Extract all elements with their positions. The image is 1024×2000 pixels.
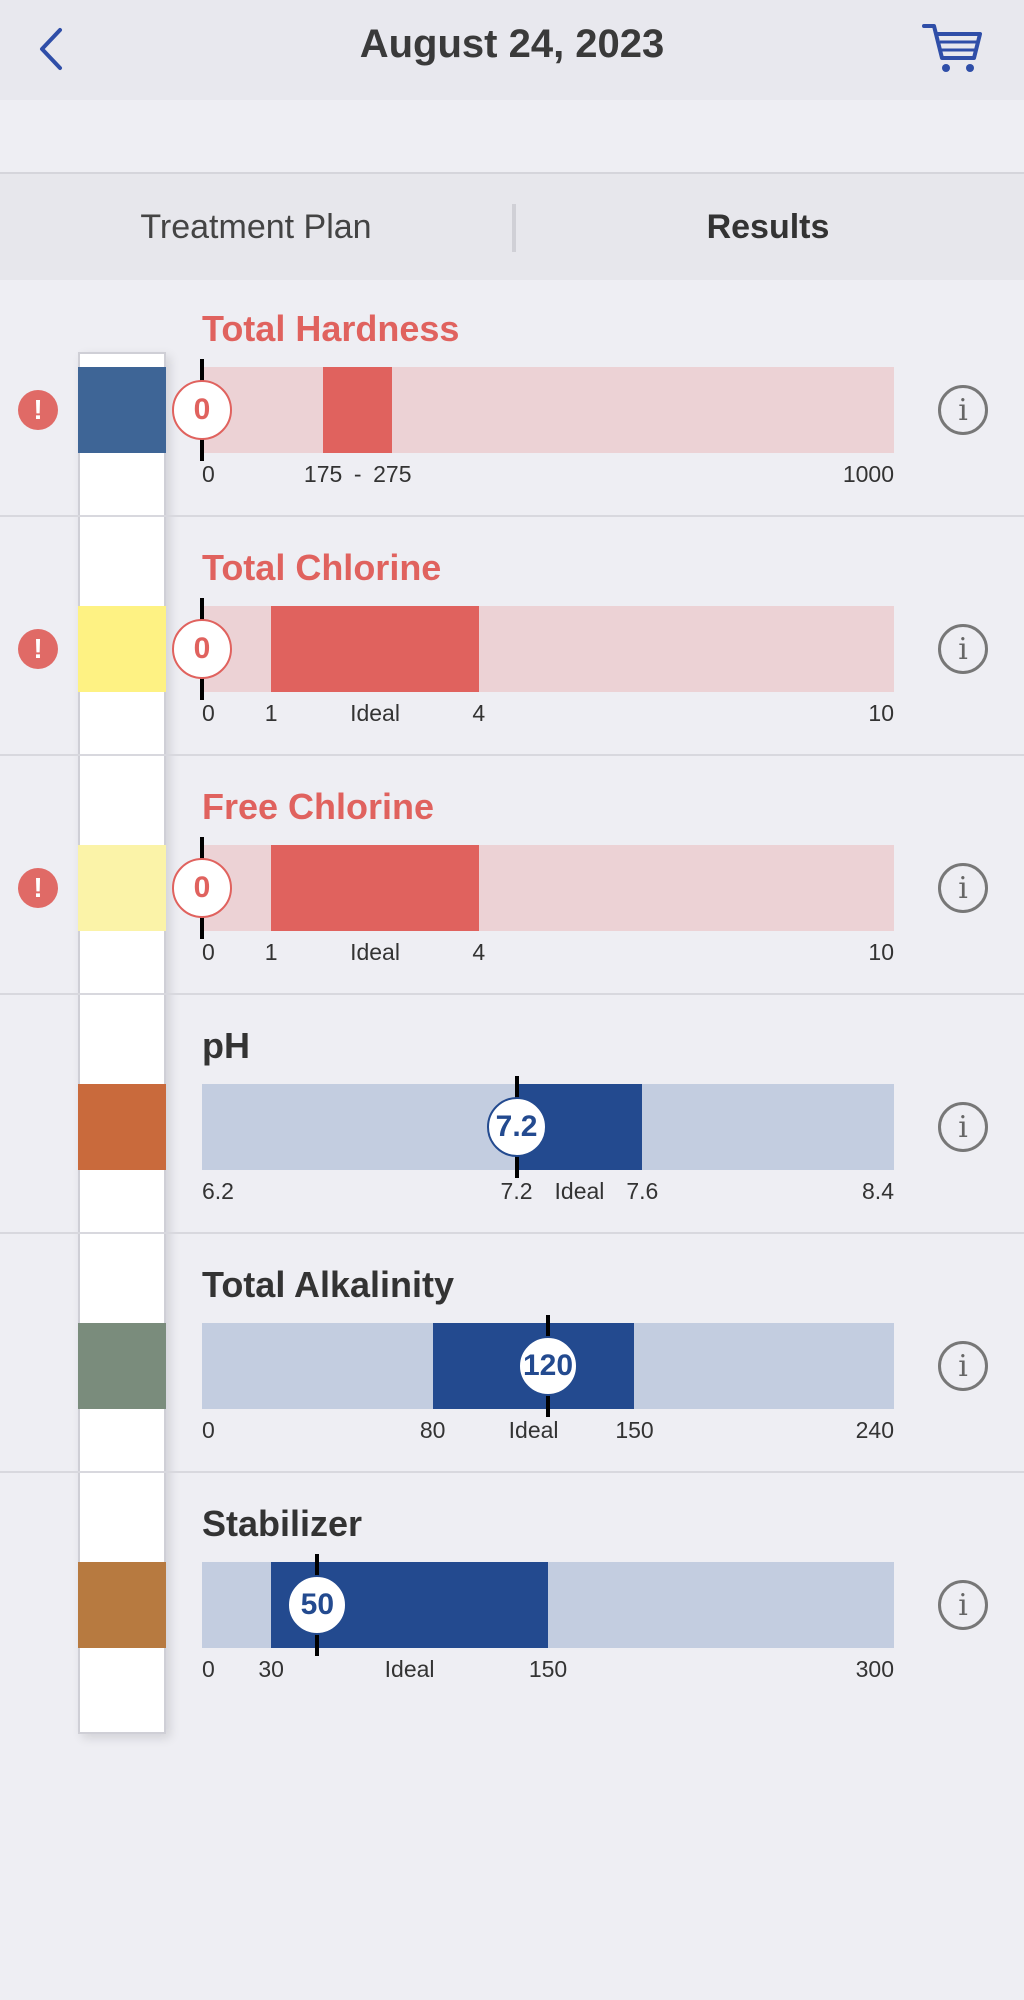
axis-label-min: 0 bbox=[202, 700, 215, 726]
test-strip-pad bbox=[78, 606, 166, 692]
exclamation-icon: ! bbox=[18, 868, 58, 908]
result-title: Free Chlorine bbox=[202, 786, 435, 827]
page-title: August 24, 2023 bbox=[359, 22, 665, 66]
test-strip-pad bbox=[78, 845, 166, 931]
axis-label-high: 7.6 bbox=[626, 1178, 659, 1204]
axis-label-low: 30 bbox=[258, 1656, 284, 1682]
result-range-bar bbox=[202, 845, 894, 931]
section-divider bbox=[0, 993, 1024, 995]
axis-label-low: 7.2 bbox=[500, 1178, 533, 1204]
tab-bar: Treatment Plan Results bbox=[0, 172, 1024, 280]
ideal-range bbox=[271, 845, 479, 931]
info-icon[interactable]: i bbox=[938, 385, 988, 435]
chevron-left-icon bbox=[40, 28, 62, 70]
tab-treatment-plan[interactable]: Treatment Plan bbox=[140, 207, 372, 246]
axis-label-high: 275 bbox=[373, 461, 412, 487]
axis-label-high: 150 bbox=[528, 1656, 568, 1682]
result-title: Total Chlorine bbox=[202, 547, 442, 588]
info-icon[interactable]: i bbox=[938, 863, 988, 913]
result-range-bar bbox=[202, 606, 894, 692]
cart-icon bbox=[922, 24, 982, 72]
value-marker: 120 bbox=[518, 1336, 578, 1396]
header-bar: August 24, 2023 bbox=[0, 0, 1024, 100]
axis-label-ideal: Ideal bbox=[508, 1417, 559, 1443]
axis-label-ideal: Ideal bbox=[350, 700, 400, 726]
result-title: pH bbox=[202, 1025, 250, 1066]
axis-label-min: 0 bbox=[202, 1417, 215, 1443]
value-marker: 50 bbox=[287, 1575, 348, 1635]
test-strip-pad bbox=[78, 1084, 166, 1170]
test-strip-pad bbox=[78, 1562, 166, 1648]
result-range-bar bbox=[202, 1084, 894, 1170]
axis-label-high: 4 bbox=[472, 939, 486, 965]
axis-label-low: 1 bbox=[264, 939, 278, 965]
axis-label-high: 150 bbox=[615, 1417, 654, 1443]
axis-label-ideal: Ideal bbox=[554, 1178, 605, 1204]
info-icon[interactable]: i bbox=[938, 1580, 988, 1630]
section-divider bbox=[0, 1232, 1024, 1234]
axis-label-max: 1000 bbox=[842, 461, 894, 487]
value-marker: 0 bbox=[172, 619, 232, 679]
result-range-bar bbox=[202, 367, 894, 453]
axis-label-min: 6.2 bbox=[202, 1178, 234, 1204]
axis-label-ideal: Ideal bbox=[384, 1656, 435, 1682]
axis-label-max: 10 bbox=[868, 939, 894, 965]
back-button[interactable] bbox=[30, 24, 80, 74]
info-icon[interactable]: i bbox=[938, 624, 988, 674]
value-marker: 7.2 bbox=[486, 1097, 547, 1157]
info-icon[interactable]: i bbox=[938, 1341, 988, 1391]
result-title: Total Hardness bbox=[202, 308, 460, 349]
test-strip-pad bbox=[78, 367, 166, 453]
info-icon[interactable]: i bbox=[938, 1102, 988, 1152]
axis-label-max: 240 bbox=[855, 1417, 894, 1443]
section-divider bbox=[0, 1471, 1024, 1473]
axis-label-min: 0 bbox=[202, 461, 215, 487]
axis-label-low: 175 bbox=[303, 461, 343, 487]
axis-label-low: 80 bbox=[419, 1417, 446, 1443]
ideal-range bbox=[323, 367, 393, 453]
section-divider bbox=[0, 754, 1024, 756]
axis-label-max: 10 bbox=[868, 700, 894, 726]
axis-label-sep: - bbox=[353, 461, 362, 487]
test-strip-pad bbox=[78, 1323, 166, 1409]
axis-label-min: 0 bbox=[202, 1656, 215, 1682]
tab-results[interactable]: Results bbox=[706, 207, 830, 246]
axis-label-max: 8.4 bbox=[862, 1178, 894, 1204]
axis-label-high: 4 bbox=[472, 700, 486, 726]
value-marker: 0 bbox=[172, 858, 232, 918]
section-divider bbox=[0, 515, 1024, 517]
result-title: Stabilizer bbox=[202, 1503, 363, 1544]
exclamation-icon: ! bbox=[18, 390, 58, 430]
axis-label-ideal: Ideal bbox=[350, 939, 400, 965]
axis-label-low: 1 bbox=[264, 700, 278, 726]
tab-divider bbox=[512, 204, 516, 252]
axis-label-max: 300 bbox=[855, 1656, 894, 1682]
exclamation-icon: ! bbox=[18, 629, 58, 669]
test-strip bbox=[78, 352, 166, 1734]
axis-label-min: 0 bbox=[202, 939, 215, 965]
ideal-range bbox=[271, 606, 479, 692]
cart-button[interactable] bbox=[920, 20, 984, 76]
value-marker: 0 bbox=[172, 380, 232, 440]
result-title: Total Alkalinity bbox=[202, 1264, 455, 1305]
